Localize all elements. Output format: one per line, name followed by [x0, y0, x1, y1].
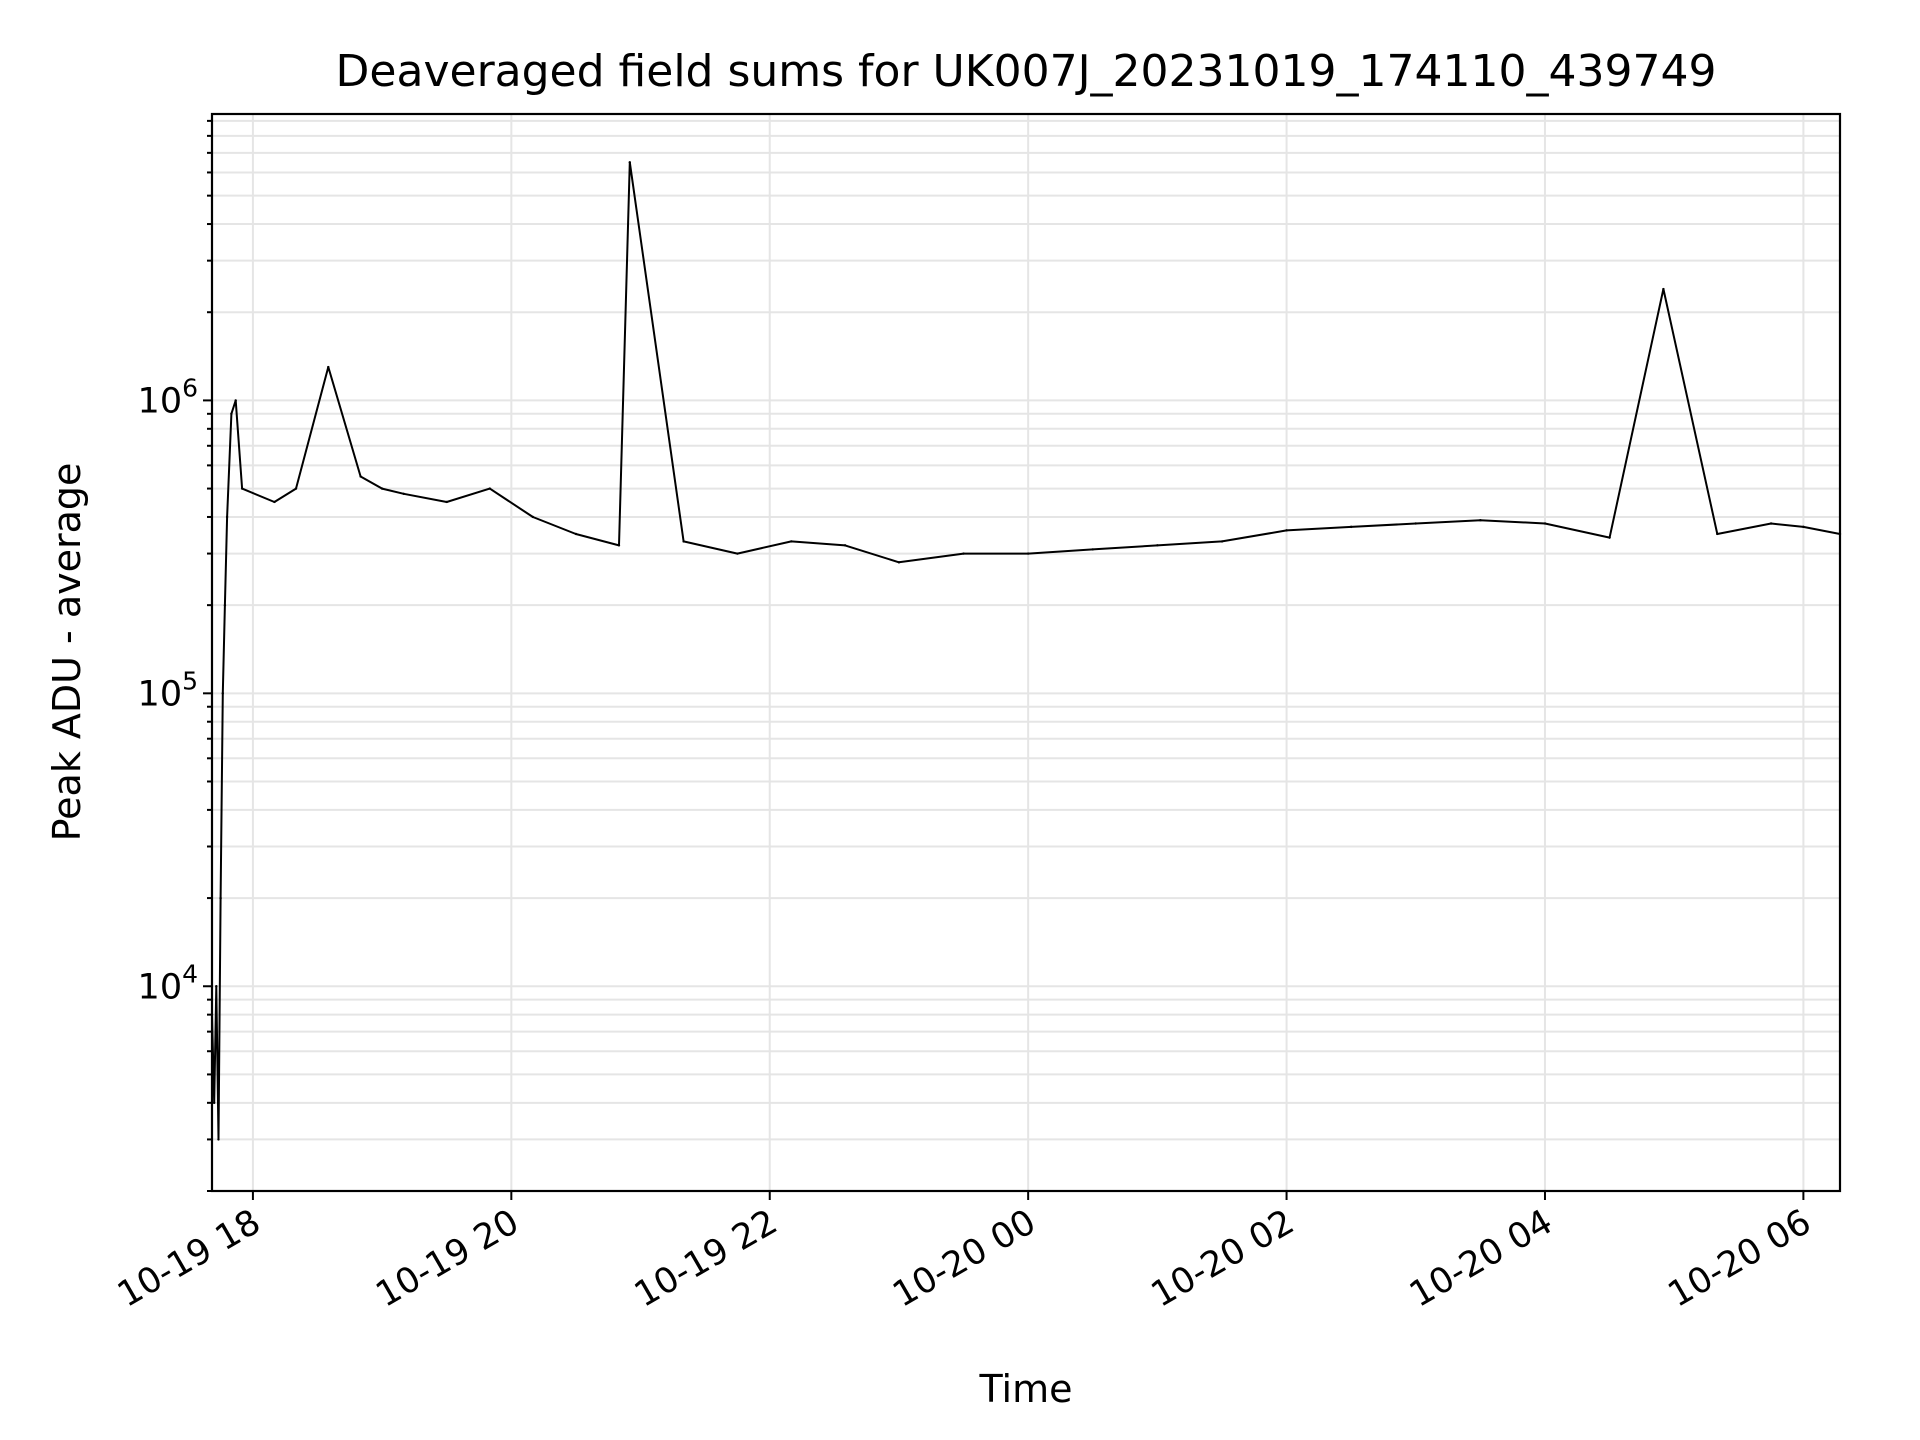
data-point — [240, 487, 244, 490]
data-point — [219, 896, 222, 900]
data-point — [327, 365, 330, 369]
data-point — [380, 487, 384, 490]
data-point — [359, 475, 362, 478]
data-point — [790, 540, 793, 543]
data-point — [531, 515, 535, 519]
data-point — [273, 500, 276, 504]
data-point — [1156, 544, 1159, 547]
x-tick-labels: 10-19 18 10-19 20 10-19 22 10-20 00 10-20 02… — [111, 1202, 1818, 1315]
y-tick-label: 106 — [138, 373, 198, 421]
data-point — [221, 692, 224, 695]
data-point — [225, 515, 229, 519]
data-point — [962, 552, 965, 555]
y-tick-label: 105 — [138, 666, 198, 714]
grid-lines — [212, 114, 1840, 1192]
data-point — [1716, 532, 1719, 536]
data-point — [1769, 522, 1773, 525]
data-point — [1543, 522, 1547, 525]
data-point — [1479, 518, 1482, 522]
x-tick-label: 10-19 22 — [628, 1202, 784, 1315]
data-point — [1026, 552, 1030, 555]
data-point — [1220, 540, 1224, 543]
data-point — [212, 1101, 216, 1105]
data-point — [682, 540, 685, 543]
data-point — [1285, 529, 1288, 532]
data-point — [628, 161, 631, 164]
data-series — [210, 161, 1842, 1141]
data-point — [736, 552, 739, 555]
data-line-series-0 — [211, 161, 1841, 1141]
data-point — [294, 487, 298, 490]
y-axis-label: Peak ADU - average — [45, 463, 89, 842]
data-point — [234, 399, 237, 402]
data-point — [402, 492, 405, 495]
data-point — [574, 532, 578, 536]
x-tick-label: 10-19 20 — [370, 1202, 526, 1315]
y-tick-labels: 104 105 106 — [138, 373, 198, 1007]
data-point — [217, 1138, 220, 1141]
data-point — [1091, 548, 1094, 551]
data-point — [617, 544, 621, 547]
x-tick-label: 10-19 18 — [111, 1202, 267, 1315]
x-tick-label: 10-20 00 — [886, 1202, 1042, 1315]
data-point — [1802, 525, 1805, 529]
data-point — [445, 500, 448, 504]
plot-frame — [210, 112, 1842, 1193]
x-tick-label: 10-20 02 — [1145, 1202, 1301, 1315]
x-tick-label: 10-20 06 — [1662, 1202, 1818, 1315]
data-point — [1662, 287, 1665, 291]
y-tick-label: 104 — [138, 959, 198, 1007]
data-point — [223, 603, 227, 607]
data-point — [1349, 525, 1353, 529]
x-tick-label: 10-20 04 — [1403, 1202, 1559, 1315]
data-point — [1414, 522, 1417, 525]
axis-ticks — [203, 119, 1805, 1200]
data-point — [488, 487, 491, 490]
data-point — [843, 544, 847, 547]
data-point — [1608, 536, 1611, 539]
data-point — [215, 985, 218, 988]
x-axis-label: Time — [979, 1367, 1073, 1411]
data-point — [230, 412, 233, 416]
chart-title: Deaveraged field sums for UK007J_2023101… — [336, 46, 1717, 97]
data-point — [897, 561, 901, 564]
